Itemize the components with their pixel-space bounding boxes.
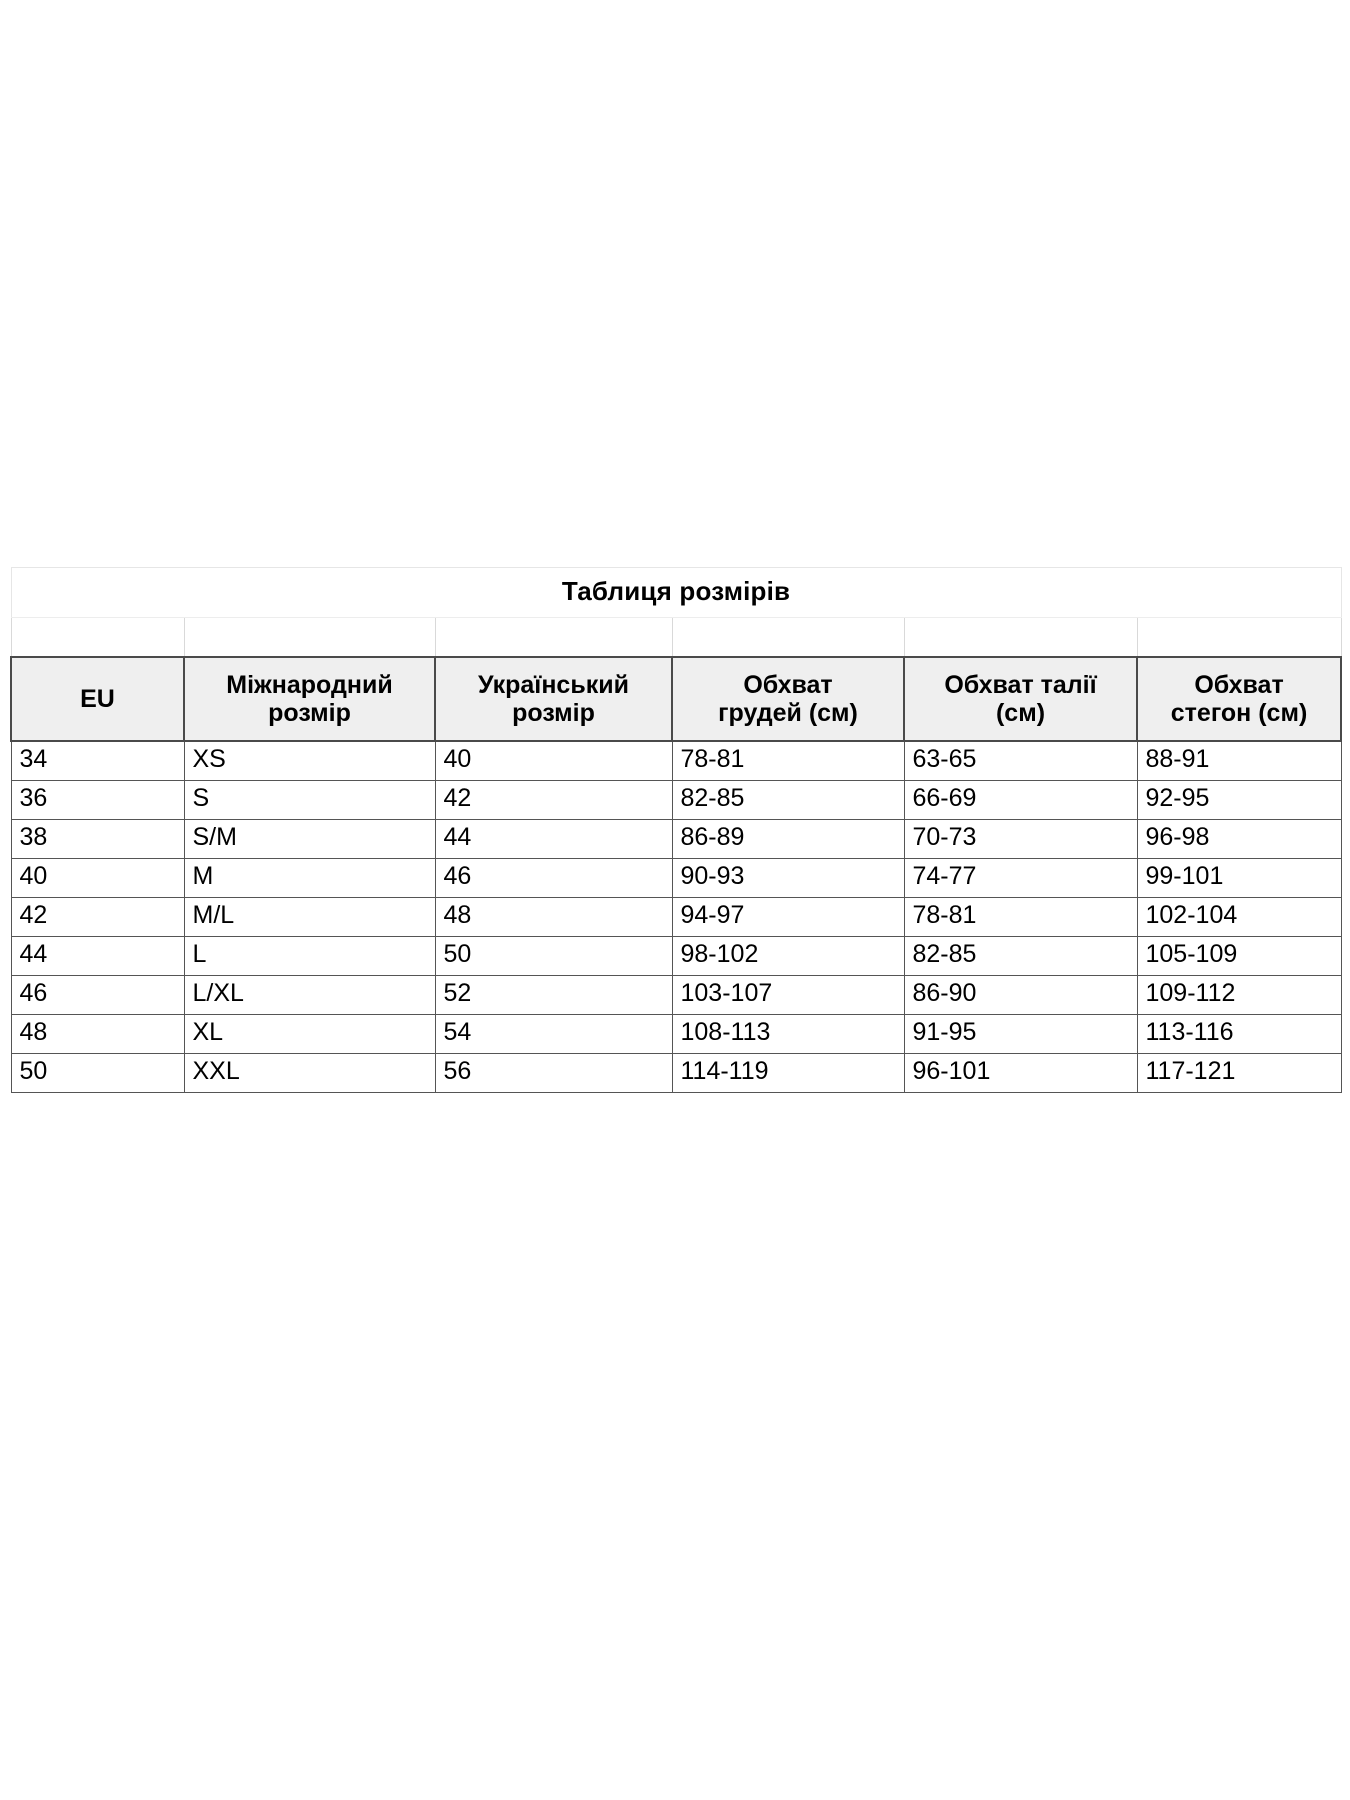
cell-waist: 78-81 [903, 896, 1138, 937]
cell-hips: 88-91 [1136, 740, 1342, 781]
column-header-hips: Обхват стегон (см) [1135, 656, 1343, 742]
cell-chest: 114-119 [671, 1052, 905, 1093]
cell-intl: L/XL [183, 974, 436, 1015]
size-chart-body: Таблиця розмірів EU Міжнародний розмір Ук… [10, 567, 1343, 1093]
cell-eu: 42 [10, 896, 185, 937]
cell-intl: XL [183, 1013, 436, 1054]
cell-waist: 63-65 [903, 740, 1138, 781]
cell-eu: 48 [10, 1013, 185, 1054]
column-header-line: EU [80, 685, 115, 713]
cell-chest: 86-89 [671, 818, 905, 859]
table-header-row: EU Міжнародний розмір Український розмір О… [10, 656, 1343, 742]
cell-chest: 103-107 [671, 974, 905, 1015]
column-header-ua: Український розмір [434, 656, 673, 742]
column-header-line: Міжнародний [226, 671, 393, 699]
column-header-line: розмір [268, 699, 351, 727]
cell-hips: 92-95 [1136, 779, 1342, 820]
column-header-intl: Міжнародний розмір [183, 656, 436, 742]
cell-waist: 96-101 [903, 1052, 1138, 1093]
cell-waist: 91-95 [903, 1013, 1138, 1054]
column-header-line: Обхват талії [944, 671, 1097, 699]
cell-chest: 108-113 [671, 1013, 905, 1054]
table-title-row: Таблиця розмірів [10, 567, 1342, 618]
spacer-cell [1136, 617, 1342, 657]
cell-chest: 78-81 [671, 740, 905, 781]
table-row: 46 L/XL 52 103-107 86-90 109-112 [10, 974, 1342, 1015]
cell-eu: 36 [10, 779, 185, 820]
cell-eu: 40 [10, 857, 185, 898]
cell-intl: S/M [183, 818, 436, 859]
cell-ua: 40 [434, 740, 673, 781]
cell-intl: L [183, 935, 436, 976]
cell-ua: 46 [434, 857, 673, 898]
cell-chest: 98-102 [671, 935, 905, 976]
cell-intl: XS [183, 740, 436, 781]
spacer-cell [10, 617, 185, 657]
cell-hips: 102-104 [1136, 896, 1342, 937]
spacer-cell [903, 617, 1138, 657]
cell-ua: 52 [434, 974, 673, 1015]
cell-chest: 82-85 [671, 779, 905, 820]
table-row: 44 L 50 98-102 82-85 105-109 [10, 935, 1342, 976]
cell-intl: XXL [183, 1052, 436, 1093]
column-header-line: (см) [995, 699, 1046, 727]
cell-chest: 90-93 [671, 857, 905, 898]
table-row: 42 M/L 48 94-97 78-81 102-104 [10, 896, 1342, 937]
cell-ua: 56 [434, 1052, 673, 1093]
cell-hips: 109-112 [1136, 974, 1342, 1015]
cell-waist: 66-69 [903, 779, 1138, 820]
column-header-chest: Обхват грудей (см) [671, 656, 905, 742]
column-header-line: грудей (см) [718, 699, 858, 727]
cell-hips: 99-101 [1136, 857, 1342, 898]
spacer-cell [183, 617, 436, 657]
page-title: Таблиця розмірів [10, 567, 1342, 618]
cell-eu: 34 [10, 740, 185, 781]
table-row: 36 S 42 82-85 66-69 92-95 [10, 779, 1342, 820]
spacer-cell [434, 617, 673, 657]
cell-intl: M [183, 857, 436, 898]
cell-ua: 50 [434, 935, 673, 976]
cell-eu: 38 [10, 818, 185, 859]
size-chart-container: Таблиця розмірів EU Міжнародний розмір Ук… [10, 567, 1343, 1093]
column-header-line: Український [478, 671, 629, 699]
cell-waist: 70-73 [903, 818, 1138, 859]
cell-ua: 48 [434, 896, 673, 937]
table-spacer-row [10, 617, 1342, 657]
table-row: 40 M 46 90-93 74-77 99-101 [10, 857, 1342, 898]
cell-ua: 42 [434, 779, 673, 820]
table-row: 48 XL 54 108-113 91-95 113-116 [10, 1013, 1342, 1054]
table-row: 34 XS 40 78-81 63-65 88-91 [10, 740, 1342, 781]
column-header-eu: EU [10, 656, 185, 742]
cell-eu: 50 [10, 1052, 185, 1093]
column-header-line: стегон (см) [1170, 699, 1308, 727]
cell-eu: 44 [10, 935, 185, 976]
column-header-waist: Обхват талії (см) [903, 656, 1138, 742]
column-header-line: розмір [512, 699, 595, 727]
column-header-line: Обхват [1194, 671, 1284, 699]
cell-waist: 86-90 [903, 974, 1138, 1015]
cell-hips: 117-121 [1136, 1052, 1342, 1093]
table-row: 50 XXL 56 114-119 96-101 117-121 [10, 1052, 1342, 1093]
cell-hips: 96-98 [1136, 818, 1342, 859]
size-chart-table: Таблиця розмірів EU Міжнародний розмір Ук… [10, 567, 1343, 1093]
column-header-line: Обхват [743, 671, 833, 699]
cell-waist: 74-77 [903, 857, 1138, 898]
spacer-cell [671, 617, 905, 657]
cell-ua: 54 [434, 1013, 673, 1054]
cell-hips: 113-116 [1136, 1013, 1342, 1054]
cell-intl: S [183, 779, 436, 820]
cell-waist: 82-85 [903, 935, 1138, 976]
cell-eu: 46 [10, 974, 185, 1015]
cell-intl: M/L [183, 896, 436, 937]
cell-ua: 44 [434, 818, 673, 859]
cell-chest: 94-97 [671, 896, 905, 937]
cell-hips: 105-109 [1136, 935, 1342, 976]
table-row: 38 S/M 44 86-89 70-73 96-98 [10, 818, 1342, 859]
